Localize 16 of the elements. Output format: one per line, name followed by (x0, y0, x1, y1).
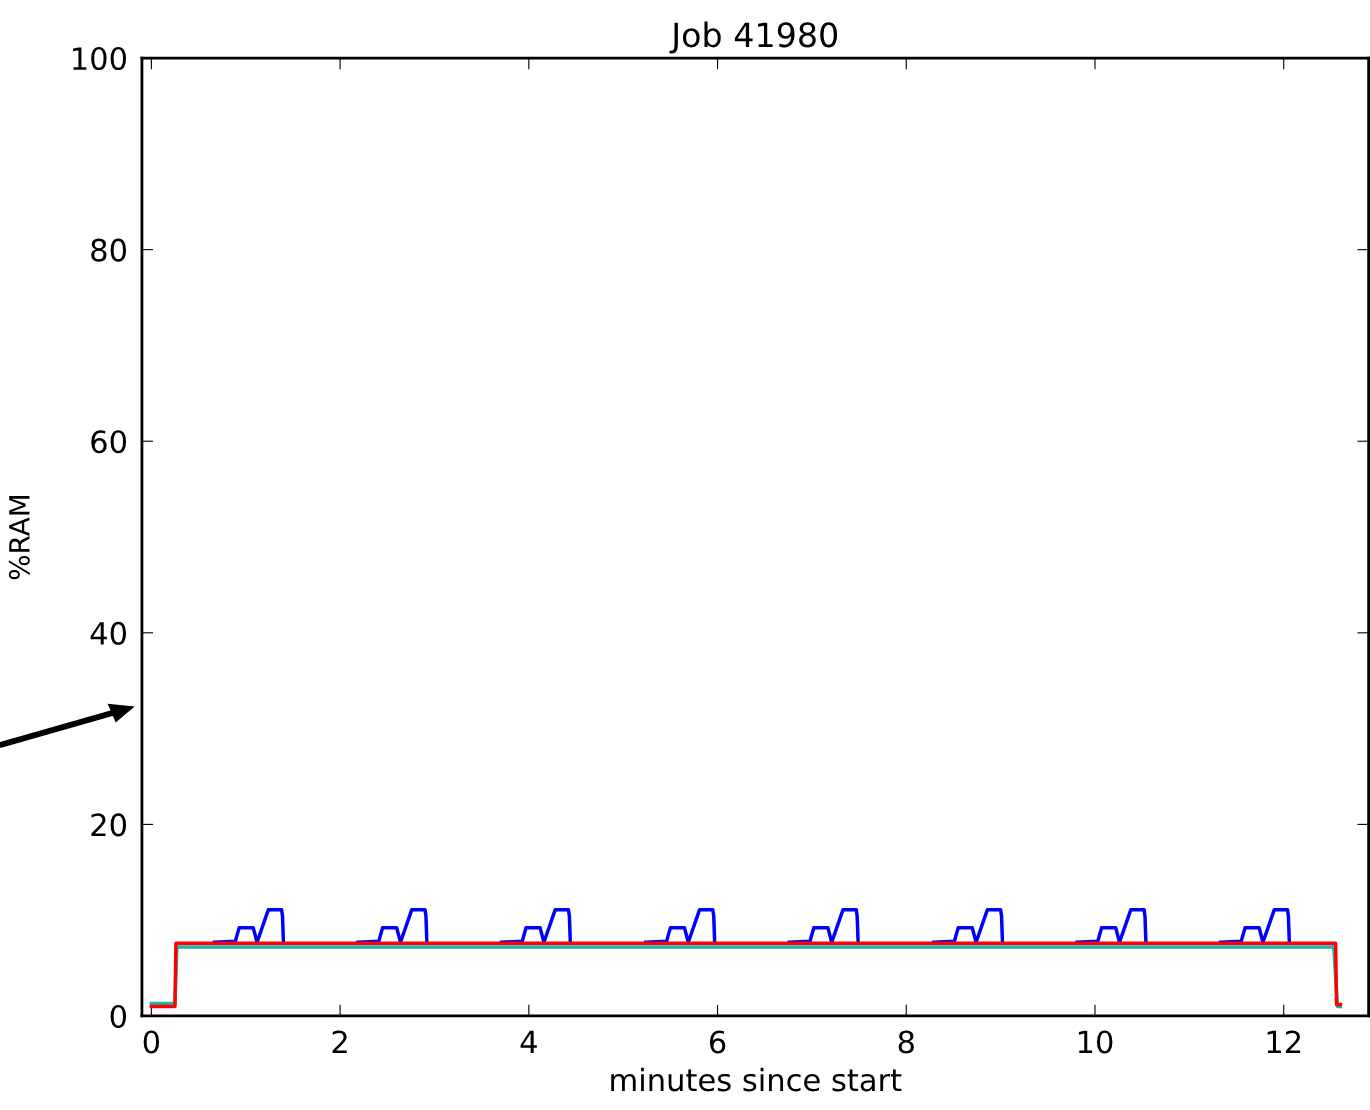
chart-title: Job 41980 (669, 21, 838, 54)
y-tick-label: 40 (90, 621, 127, 645)
y-tick-label: 20 (91, 813, 127, 837)
x-tick-label: 6 (709, 1030, 726, 1054)
x-tick-label: 0 (143, 1030, 160, 1054)
x-tick-label: 4 (520, 1030, 537, 1054)
x-tick-label: 10 (1078, 1030, 1113, 1054)
y-tick-label: 0 (110, 1004, 127, 1029)
x-tick-label: 8 (898, 1030, 914, 1054)
y-tick-label: 80 (91, 238, 127, 262)
y-tick-label: 60 (91, 430, 127, 454)
x-tick-label: 12 (1267, 1030, 1301, 1054)
x-tick-label: 2 (332, 1030, 347, 1054)
y-tick-label: 100 (73, 46, 127, 71)
y-axis-title: %RAM (8, 495, 30, 580)
x-axis-title: minutes since start (611, 1067, 902, 1092)
